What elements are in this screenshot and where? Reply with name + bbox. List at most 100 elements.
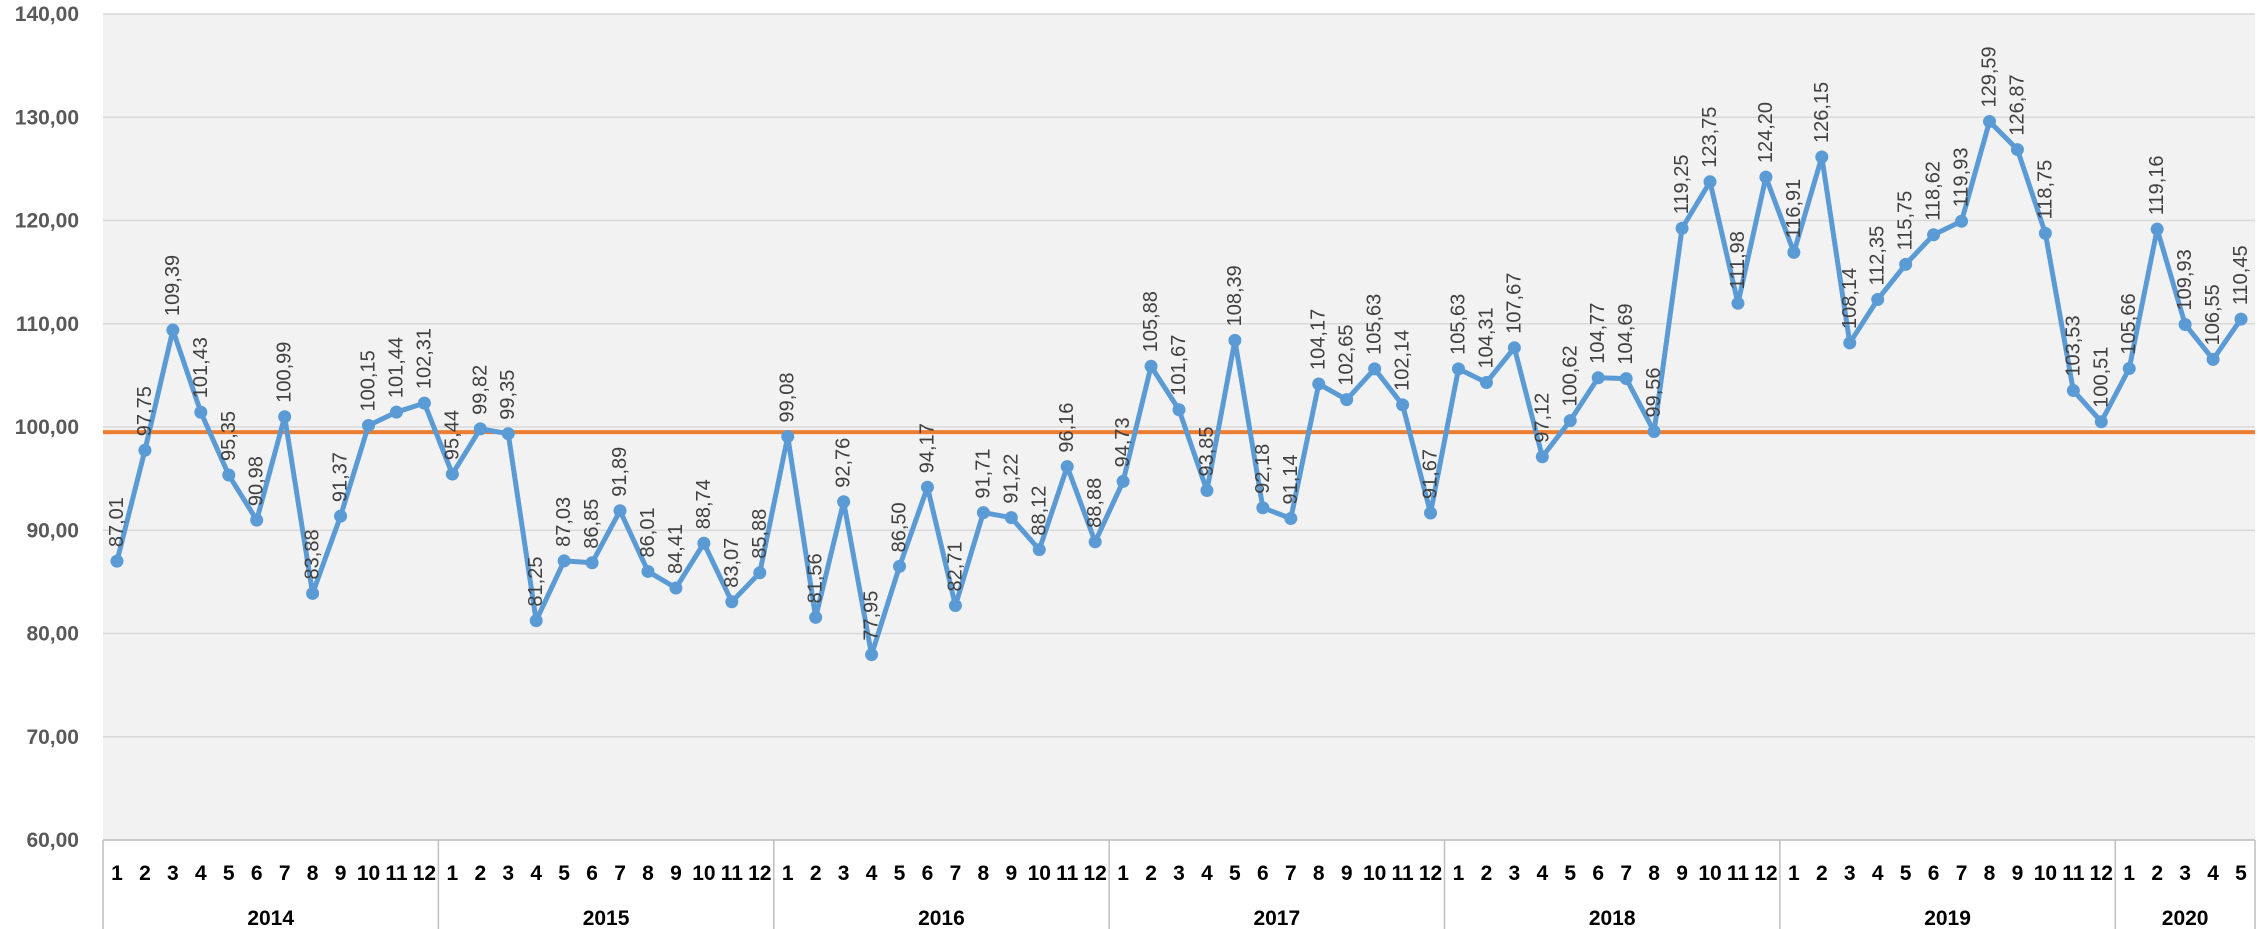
x-tick-label: 5	[558, 862, 570, 885]
data-label: 88,74	[693, 479, 715, 529]
data-label: 92,76	[833, 438, 855, 488]
data-label: 126,15	[1811, 82, 1833, 143]
x-tick-label: 6	[251, 862, 263, 885]
data-point	[1927, 228, 1941, 242]
x-tick-label: 12	[2090, 862, 2113, 885]
x-tick-label: 1	[782, 862, 794, 885]
data-point	[306, 586, 320, 600]
data-point	[1368, 362, 1382, 376]
data-point	[1731, 296, 1745, 310]
data-label: 115,75	[1895, 191, 1917, 251]
x-tick-label: 10	[2034, 862, 2057, 885]
data-point	[1256, 501, 1270, 515]
data-point	[1759, 170, 1773, 184]
x-tick-label: 9	[1341, 862, 1353, 885]
data-label: 97,12	[1531, 393, 1553, 443]
data-point	[1647, 425, 1661, 439]
data-point	[697, 536, 711, 550]
data-point	[250, 513, 264, 527]
data-label: 107,67	[1503, 273, 1525, 334]
data-label: 103,53	[2062, 315, 2084, 376]
x-tick-label: 2	[1145, 862, 1157, 885]
data-label: 92,18	[1252, 444, 1274, 494]
data-point	[1340, 393, 1354, 407]
data-label: 102,31	[413, 328, 435, 389]
data-point	[893, 559, 907, 573]
data-point	[2150, 222, 2164, 236]
x-tick-label: 11	[721, 862, 744, 885]
data-point	[1843, 336, 1857, 350]
data-label: 119,93	[1951, 148, 1973, 208]
x-tick-label: 2	[1816, 862, 1828, 885]
x-tick-label: 10	[1028, 862, 1051, 885]
x-tick-label: 4	[530, 862, 542, 885]
data-label: 101,43	[190, 337, 212, 398]
data-point	[557, 554, 571, 568]
data-point	[865, 648, 879, 662]
data-label: 105,63	[1364, 294, 1386, 355]
year-label: 2017	[1253, 907, 1300, 929]
year-label: 2020	[2162, 907, 2209, 929]
x-tick-label: 7	[1956, 862, 1968, 885]
data-label: 86,85	[581, 499, 603, 549]
data-point	[1396, 398, 1410, 412]
data-point	[2122, 362, 2136, 376]
data-label: 83,07	[721, 538, 743, 588]
data-label: 100,51	[2090, 347, 2112, 408]
y-tick-label: 80,00	[26, 623, 79, 646]
x-tick-label: 1	[1788, 862, 1800, 885]
data-point	[809, 610, 823, 624]
data-label: 102,14	[1392, 330, 1414, 391]
data-point	[1451, 362, 1465, 376]
data-label: 119,16	[2146, 155, 2168, 215]
data-label: 105,88	[1140, 291, 1162, 352]
x-tick-label: 4	[2207, 862, 2219, 885]
x-tick-label: 4	[1872, 862, 1884, 885]
data-label: 95,44	[441, 410, 463, 460]
x-tick-label: 10	[1698, 862, 1721, 885]
x-tick-label: 9	[1005, 862, 1017, 885]
x-tick-label: 3	[1509, 862, 1521, 885]
data-label: 108,14	[1839, 268, 1861, 329]
data-point	[1871, 292, 1885, 306]
data-point	[1116, 474, 1130, 488]
x-tick-label: 3	[167, 862, 179, 885]
x-tick-label: 8	[307, 862, 319, 885]
data-label: 104,77	[1587, 303, 1609, 364]
data-point	[1004, 511, 1018, 525]
data-label: 105,63	[1447, 294, 1469, 355]
data-point	[445, 467, 459, 481]
data-point	[1228, 333, 1242, 347]
data-label: 82,71	[944, 541, 966, 591]
x-tick-label: 5	[223, 862, 235, 885]
data-label: 99,35	[497, 370, 519, 420]
data-label: 126,87	[2006, 74, 2028, 135]
x-tick-label: 3	[1844, 862, 1856, 885]
data-label: 85,88	[749, 509, 771, 559]
y-tick-label: 120,00	[15, 210, 79, 233]
data-label: 119,25	[1671, 155, 1693, 215]
data-label: 118,75	[2034, 160, 2056, 220]
x-tick-label: 2	[1481, 862, 1493, 885]
data-label: 123,75	[1699, 107, 1721, 168]
year-label: 2019	[1924, 907, 1971, 929]
data-point	[1675, 221, 1689, 235]
x-tick-label: 12	[413, 862, 436, 885]
data-label: 81,25	[525, 557, 547, 607]
x-tick-label: 4	[195, 862, 207, 885]
x-tick-label: 2	[810, 862, 822, 885]
data-label: 112,35	[1867, 226, 1889, 286]
x-tick-label: 4	[1536, 862, 1548, 885]
data-point	[669, 581, 683, 595]
data-label: 108,39	[1224, 265, 1246, 326]
data-point	[529, 614, 543, 628]
data-point	[278, 410, 292, 424]
x-tick-label: 10	[357, 862, 380, 885]
x-tick-label: 7	[279, 862, 291, 885]
data-point	[585, 556, 599, 570]
x-tick-label: 12	[1754, 862, 1777, 885]
data-label: 104,69	[1615, 303, 1637, 364]
data-point	[1703, 175, 1717, 189]
